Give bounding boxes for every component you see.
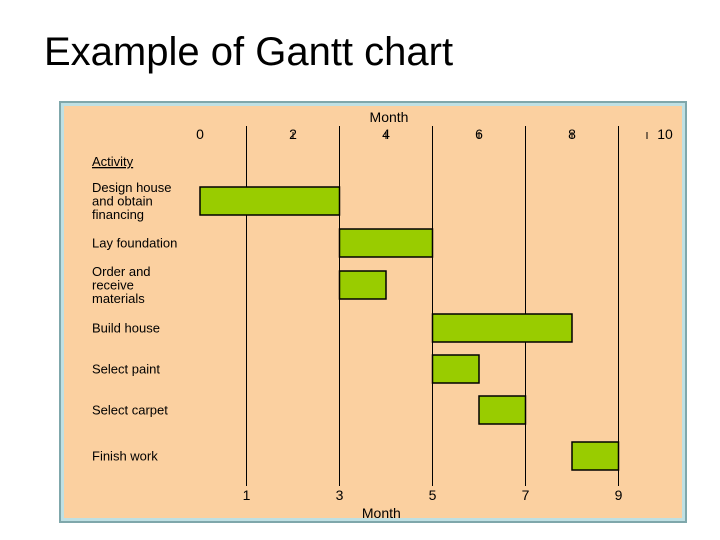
- labels: 0 2 4 6 8 10 Month 1 3 5 7 9 Month Activity Design hou…: [92, 109, 673, 521]
- task-bar-1: [199, 186, 341, 216]
- top-tick-label-0: 0: [196, 126, 204, 142]
- top-tick-label-10: 10: [657, 126, 673, 142]
- task-label-2: Lay foundation: [92, 236, 177, 251]
- task-bar-7: [571, 441, 620, 471]
- task-label-1-line-1: Design house: [92, 180, 172, 195]
- task-bar-5: [431, 354, 480, 384]
- bottom-axis-title: Month: [362, 505, 401, 521]
- top-tick-label-2: 2: [289, 126, 297, 142]
- task-bar-3: [338, 270, 387, 300]
- task-label-6: Select carpet: [92, 403, 168, 418]
- task-bar-6: [478, 395, 527, 425]
- task-label-3-line-2: receive: [92, 278, 134, 293]
- task-bar-4: [431, 313, 573, 343]
- task-label-3-line-1: Order and: [92, 264, 151, 279]
- task-label-1-line-3: financing: [92, 207, 144, 222]
- task-bar-2: [338, 228, 434, 258]
- top-tick-label-8: 8: [568, 126, 576, 142]
- bottom-tick-label-5: 5: [429, 487, 437, 503]
- task-label-4: Build house: [92, 321, 160, 336]
- task-label-5: Select paint: [92, 362, 160, 377]
- task-label-3-line-3: materials: [92, 291, 145, 306]
- task-label-7: Finish work: [92, 449, 158, 464]
- bottom-tick-label-7: 7: [522, 487, 530, 503]
- activity-header: Activity: [92, 154, 134, 169]
- bottom-tick-label-1: 1: [243, 487, 251, 503]
- top-tick-label-6: 6: [475, 126, 483, 142]
- task-label-1-line-2: and obtain: [92, 194, 153, 209]
- bottom-tick-label-9: 9: [615, 487, 623, 503]
- top-tick-label-4: 4: [382, 126, 390, 142]
- task-bars: [199, 186, 620, 471]
- gridlines: [246, 126, 648, 486]
- bottom-tick-label-3: 3: [336, 487, 344, 503]
- slide-title: Example of Gantt chart: [44, 30, 454, 74]
- top-axis-title: Month: [370, 109, 409, 125]
